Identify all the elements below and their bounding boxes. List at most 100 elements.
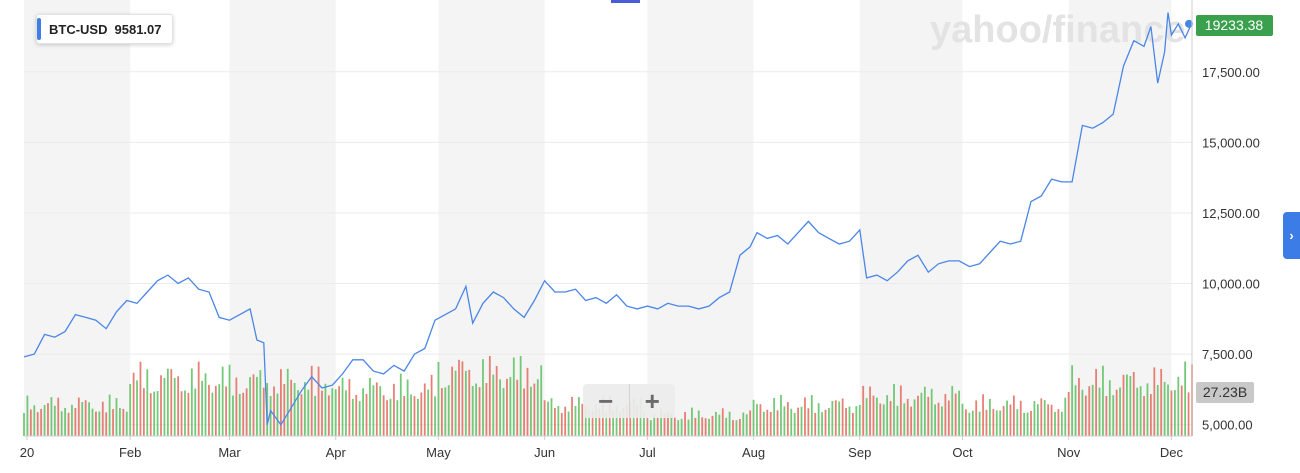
volume-bar bbox=[810, 395, 813, 436]
volume-bar bbox=[208, 384, 210, 436]
chevron-right-icon[interactable]: › bbox=[1283, 212, 1300, 259]
volume-bar bbox=[1153, 367, 1156, 436]
volume-bar bbox=[259, 370, 262, 436]
volume-bar bbox=[869, 386, 871, 436]
zoom-in-button[interactable]: + bbox=[628, 384, 676, 418]
volume-bar bbox=[451, 366, 454, 436]
volume-bar bbox=[968, 412, 971, 436]
volume-bar bbox=[331, 388, 334, 436]
volume-bar bbox=[978, 411, 981, 436]
volume-bar bbox=[588, 409, 591, 436]
volume-bar bbox=[471, 386, 474, 436]
volume-bar bbox=[108, 394, 111, 436]
month-band bbox=[1068, 0, 1172, 436]
y-tick-label: 15,000.00 bbox=[1202, 135, 1260, 150]
volume-bar bbox=[519, 356, 522, 436]
volume-bar bbox=[53, 405, 56, 436]
volume-bar bbox=[875, 397, 878, 436]
volume-bar bbox=[704, 418, 707, 436]
volume-bar bbox=[1019, 400, 1022, 436]
volume-bar bbox=[1033, 401, 1036, 436]
volume-bar bbox=[139, 361, 142, 436]
month-band bbox=[647, 0, 754, 436]
volume-bar bbox=[906, 398, 909, 436]
volume-badge bbox=[1196, 382, 1254, 403]
volume-bar bbox=[146, 369, 149, 436]
volume-bar bbox=[358, 401, 361, 436]
volume-bar bbox=[831, 401, 834, 436]
volume-bar bbox=[786, 402, 789, 436]
volume-bar bbox=[71, 404, 73, 436]
volume-bar bbox=[1064, 397, 1067, 436]
volume-bar bbox=[954, 393, 957, 436]
x-tick-label: Jun bbox=[534, 445, 555, 460]
volume-bar bbox=[399, 373, 402, 436]
top-range-tab[interactable] bbox=[611, 0, 640, 3]
volume-bar bbox=[780, 395, 782, 436]
volume-bar bbox=[60, 411, 63, 436]
volume-bar bbox=[677, 420, 680, 436]
volume-bar bbox=[225, 386, 227, 436]
volume-bar bbox=[50, 397, 53, 436]
volume-bar bbox=[478, 387, 481, 436]
volume-bar bbox=[769, 411, 772, 436]
volume-bar bbox=[310, 365, 313, 436]
volume-bar bbox=[262, 387, 265, 436]
volume-bar bbox=[975, 400, 978, 436]
volume-bar bbox=[793, 412, 796, 436]
volume-bar bbox=[927, 396, 930, 436]
x-tick-label: Sep bbox=[848, 445, 871, 460]
volume-bar bbox=[98, 411, 101, 436]
volume-label: 27.23B bbox=[1203, 384, 1247, 400]
volume-bar bbox=[238, 394, 241, 436]
volume-bar bbox=[848, 406, 851, 436]
volume-bar bbox=[701, 417, 704, 436]
x-tick-label: Oct bbox=[952, 445, 973, 460]
volume-bar bbox=[47, 403, 49, 436]
volume-bar bbox=[985, 409, 988, 436]
volume-bar bbox=[989, 398, 991, 436]
volume-bar bbox=[530, 386, 532, 436]
volume-bar bbox=[557, 405, 560, 436]
volume-bar bbox=[636, 405, 639, 436]
volume-bar bbox=[464, 370, 467, 436]
volume-bar bbox=[91, 408, 94, 436]
volume-bar bbox=[190, 368, 193, 436]
volume-bar bbox=[913, 399, 916, 436]
volume-bar bbox=[1173, 390, 1176, 436]
volume-bar bbox=[1139, 386, 1142, 436]
volume-bar bbox=[348, 379, 351, 436]
volume-bar bbox=[276, 393, 279, 436]
volume-bar bbox=[221, 366, 224, 436]
volume-bar bbox=[783, 406, 786, 436]
volume-bar bbox=[499, 379, 502, 436]
volume-bar bbox=[1167, 384, 1169, 436]
volume-bar bbox=[516, 379, 519, 436]
volume-bar bbox=[163, 377, 166, 436]
volume-bar bbox=[1047, 404, 1050, 436]
volume-bar bbox=[560, 412, 563, 436]
volume-bar bbox=[1036, 404, 1039, 436]
volume-bar bbox=[57, 397, 60, 436]
volume-bar bbox=[838, 401, 841, 436]
zoom-controls: − + bbox=[583, 384, 675, 418]
volume-bar bbox=[341, 377, 344, 436]
volume-bar bbox=[1040, 398, 1043, 436]
volume-bar bbox=[667, 411, 669, 436]
volume-bar bbox=[201, 380, 204, 436]
zoom-out-button[interactable]: − bbox=[598, 386, 614, 416]
volume-bar bbox=[132, 372, 135, 436]
volume-bar bbox=[64, 407, 67, 436]
volume-bar bbox=[434, 396, 436, 436]
price-line-series bbox=[23, 12, 1193, 426]
volume-bar bbox=[410, 394, 412, 436]
volume-bar bbox=[879, 403, 882, 436]
volume-bar bbox=[708, 418, 710, 436]
volume-bar bbox=[567, 411, 570, 436]
volume-bar bbox=[581, 403, 584, 436]
volume-bar bbox=[509, 376, 512, 436]
volume-bar bbox=[420, 392, 423, 436]
volume-bar bbox=[338, 386, 341, 436]
